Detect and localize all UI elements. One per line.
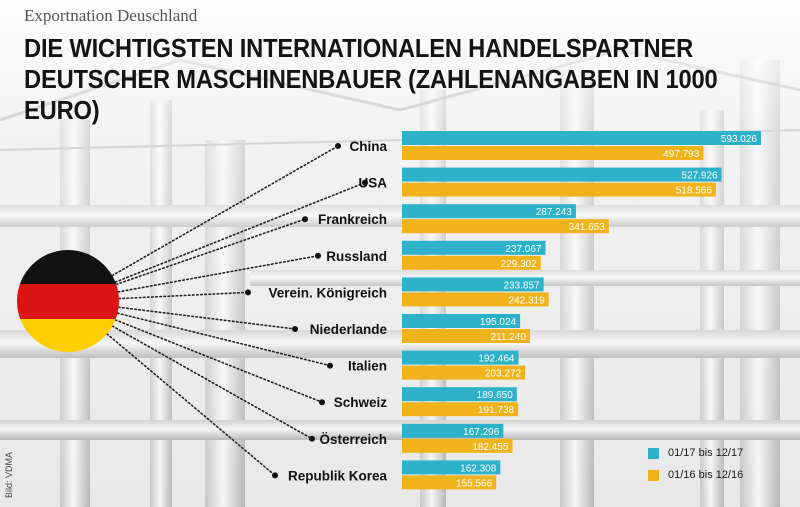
bar-2017-6 [402, 350, 519, 365]
legend-item-2016: 01/16 bis 12/16 [648, 468, 798, 484]
bar-2017-5 [402, 314, 521, 328]
connector-dot [292, 326, 298, 332]
connector-dot [272, 472, 278, 479]
bar-2016-3 [402, 255, 541, 270]
connector-line [117, 255, 319, 293]
bar-2016-4 [402, 292, 549, 307]
category-label: China [349, 139, 387, 154]
connector-line [115, 218, 306, 286]
bar-value-label: 341.653 [569, 222, 606, 233]
bar-value-label: 229.302 [501, 259, 538, 270]
bar-2016-0 [402, 146, 704, 160]
connector-line [117, 306, 296, 330]
bar-2017-2 [402, 204, 576, 219]
bar-value-label: 203.272 [485, 369, 522, 380]
bar-value-label: 189.650 [477, 390, 514, 401]
bar-2016-7 [402, 402, 519, 417]
category-label: Niederlande [310, 322, 388, 337]
category-label: Österreich [319, 432, 387, 447]
connector-line [111, 325, 313, 440]
bar-2016-8 [402, 438, 513, 453]
legend-swatch-2016 [648, 470, 659, 481]
chart-title: DIE WICHTIGSTEN INTERNATIONALEN HANDELSP… [24, 35, 718, 125]
connector-dot [309, 435, 315, 442]
connector-line [118, 291, 249, 300]
connector-line [116, 312, 331, 367]
category-labels: China USA Frankreich Russland Verein. Königr… [268, 139, 387, 483]
bar-value-label: 233.857 [503, 280, 540, 291]
bar-value-label: 518.566 [676, 186, 713, 197]
bar-2017-8 [402, 423, 504, 438]
category-label: Republik Korea [288, 468, 388, 483]
bar-2017-9 [402, 460, 501, 475]
connector-dot [327, 362, 333, 369]
bar-value-label: 527.926 [681, 171, 718, 182]
bar-2016-5 [402, 329, 530, 343]
bar-value-label: 155.566 [456, 478, 493, 489]
connector-dot [362, 179, 368, 186]
bar-2016-9 [402, 475, 497, 490]
bar-2016-1 [402, 182, 716, 197]
bar-2017-0 [402, 131, 761, 145]
bar-value-label: 195.024 [480, 317, 517, 328]
legend-label-2016: 01/16 bis 12/16 [668, 469, 744, 481]
bar-value-label: 167.296 [463, 427, 500, 438]
category-label: Italien [348, 359, 387, 374]
bars: 593.026 497.793 527.926 518.566 287.243 341.6… [402, 131, 761, 490]
flag-stripe-red [17, 284, 119, 319]
bar-2017-3 [402, 240, 546, 255]
germany-flag [17, 250, 119, 352]
bar-value-label: 162.308 [460, 463, 497, 474]
connector-line [114, 319, 323, 404]
bar-2017-7 [402, 387, 517, 402]
category-label: USA [358, 176, 387, 191]
connector-dot [302, 216, 308, 223]
connector-lines [106, 143, 368, 479]
bar-value-label: 191.738 [478, 405, 515, 416]
connector-line [106, 333, 276, 477]
bar-2017-4 [402, 277, 544, 292]
connector-line [114, 181, 366, 283]
legend-label-2017: 01/17 bis 12/17 [668, 447, 744, 459]
category-label: Frankreich [318, 212, 387, 227]
flag-stripe-gold [17, 319, 119, 352]
bar-value-label: 497.793 [663, 149, 700, 160]
connector-line [111, 145, 339, 277]
connector-dot [245, 289, 251, 296]
bar-value-label: 593.026 [721, 134, 758, 145]
connector-dot [319, 399, 325, 406]
connector-dot [335, 143, 341, 149]
bar-value-label: 242.319 [509, 295, 546, 306]
bar-value-label: 182.455 [472, 442, 509, 453]
bar-2016-2 [402, 219, 609, 234]
category-label: Verein. Königreich [268, 285, 387, 300]
legend-item-2017: 01/17 bis 12/17 [648, 446, 798, 462]
bar-value-label: 237.067 [505, 244, 542, 255]
legend-swatch-2017 [648, 448, 659, 459]
flag-stripe-black [17, 250, 119, 284]
category-label: Schweiz [334, 395, 388, 410]
category-label: Russland [326, 249, 387, 264]
bar-2016-6 [402, 365, 526, 380]
bar-value-label: 192.464 [478, 354, 515, 365]
kicker: Exportnation Deuschland [24, 6, 198, 25]
connector-dot [315, 252, 321, 259]
bar-2017-1 [402, 167, 722, 182]
bar-value-label: 287.243 [536, 207, 573, 218]
bar-value-label: 211.240 [490, 332, 526, 343]
